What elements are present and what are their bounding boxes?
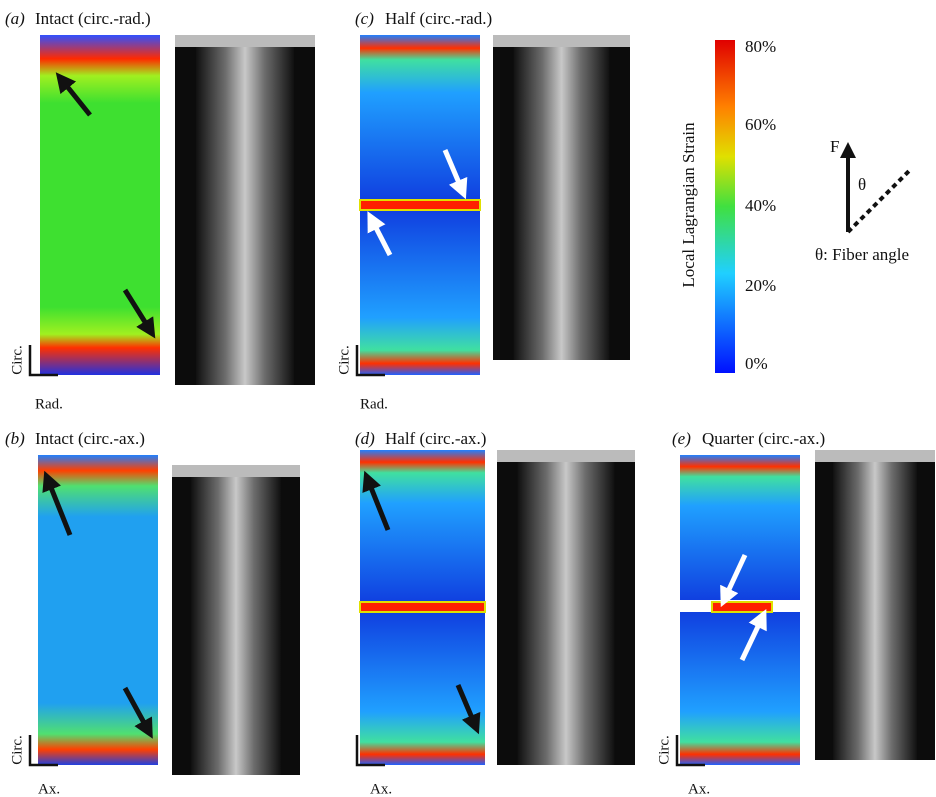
axis-label: Ax.	[688, 781, 710, 797]
colorbar	[715, 40, 735, 373]
panel-letter: (a)	[5, 9, 25, 28]
strain-map	[360, 450, 485, 602]
photo-specimen	[191, 465, 281, 775]
colorbar-tick: 40%	[745, 196, 776, 215]
colorbar-label: Local Lagrangian Strain	[679, 122, 698, 288]
strain-map	[40, 35, 160, 375]
panel-title: Half (circ.-rad.)	[385, 9, 492, 28]
axis-label: Ax.	[370, 781, 392, 797]
photo-grip	[175, 35, 315, 47]
angle-label: θ	[858, 175, 866, 194]
panel-letter: (c)	[355, 9, 374, 28]
panel-title: Quarter (circ.-ax.)	[702, 429, 825, 448]
colorbar-tick: 20%	[745, 276, 776, 295]
photo-grip	[815, 450, 935, 462]
photo-grip	[493, 35, 630, 47]
failure-band	[360, 200, 480, 210]
photo-specimen	[833, 450, 917, 760]
panel-title: Intact (circ.-rad.)	[35, 9, 151, 28]
axis-label: Rad.	[35, 396, 63, 412]
photo-specimen	[196, 35, 294, 385]
colorbar-tick: 60%	[745, 115, 776, 134]
strain-map	[360, 612, 485, 765]
failure-band	[712, 602, 772, 612]
axis-label: Circ.	[9, 345, 25, 375]
axis-label: Circ.	[9, 735, 25, 765]
axis-label: Circ.	[656, 735, 672, 765]
strain-map	[680, 612, 800, 765]
photo-grip	[172, 465, 300, 477]
photo-grip	[497, 450, 635, 462]
strain-map	[680, 455, 800, 600]
axis-label: Ax.	[38, 781, 60, 797]
force-label: F	[830, 137, 839, 156]
axis-label: Circ.	[336, 345, 352, 375]
strain-map	[360, 35, 480, 200]
panel-letter: (b)	[5, 429, 25, 448]
panel-letter: (d)	[355, 429, 375, 448]
figure: Local Lagrangian Strain 80% 60% 40% 20% …	[0, 0, 936, 797]
panel-title: Half (circ.-ax.)	[385, 429, 486, 448]
axis-label: Rad.	[360, 396, 388, 412]
failure-band	[360, 602, 485, 612]
panel-title: Intact (circ.-ax.)	[35, 429, 145, 448]
fiber-caption: θ: Fiber angle	[815, 245, 909, 264]
colorbar-tick: 0%	[745, 354, 768, 373]
photo-specimen	[514, 35, 610, 360]
photo-specimen	[518, 450, 615, 765]
colorbar-tick: 80%	[745, 37, 776, 56]
panel-letter: (e)	[672, 429, 691, 448]
